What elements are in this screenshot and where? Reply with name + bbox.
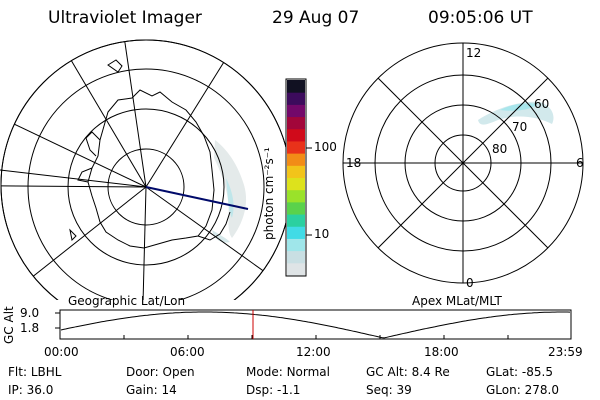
colorbar-segment: [287, 165, 305, 178]
info-flt-key: Flt:: [8, 365, 27, 379]
mlat-label-70: 70: [512, 120, 528, 134]
info-seq-value: 39: [396, 383, 412, 397]
info-seq-key: Seq:: [366, 383, 393, 397]
colorbar-segment: [287, 116, 305, 130]
info-mode-value: Normal: [286, 365, 330, 379]
info-glon-value: 278.0: [524, 383, 559, 397]
mlt-label-12: 12: [466, 46, 482, 60]
info-flt-value: LBHL: [30, 365, 62, 379]
info-glat-value: -85.5: [521, 365, 553, 379]
imager-panels: [0, 39, 584, 300]
aurora-emission-left: [212, 140, 247, 243]
mlt-label-18: 18: [346, 156, 362, 170]
info-dsp-key: Dsp:: [246, 383, 274, 397]
info-ip-key: IP:: [8, 383, 23, 397]
info-mode-key: Mode:: [246, 365, 283, 379]
colorbar-segment: [287, 140, 305, 154]
title: Ultraviolet Imager: [48, 8, 202, 28]
colorbar-tick-100: 100: [314, 140, 337, 154]
timeline-xtick-3: 18:00: [424, 345, 459, 359]
colorbar-unit-label: photon cm⁻²s⁻¹: [262, 147, 276, 240]
info-gain-key: Gain:: [126, 383, 158, 397]
left-panel-label: Geographic Lat/Lon: [68, 294, 186, 308]
mlat-label-80: 80: [492, 142, 508, 156]
info-dsp-value: -1.1: [276, 383, 301, 397]
right-panel-label: Apex MLat/MLT: [412, 294, 502, 308]
colorbar: [285, 78, 312, 277]
timeline-ytick-top: 9.0: [20, 306, 40, 320]
timeline-xtick-0: 00:00: [44, 345, 79, 359]
timeline-ytick-bottom: 1.8: [20, 321, 40, 335]
timeline-axis-label: GC Alt: [2, 306, 16, 344]
info-gcalt-key: GC Alt:: [366, 365, 408, 379]
timeline-xtick-2: 12:00: [296, 345, 331, 359]
info-gcalt-value: 8.4 Re: [411, 365, 450, 379]
mlt-label-0: 0: [466, 276, 474, 290]
colorbar-segment: [287, 201, 305, 215]
date: 29 Aug 07: [272, 8, 360, 28]
timeline-xtick-4: 23:59: [548, 345, 583, 359]
timeline-xtick-1: 06:00: [170, 345, 205, 359]
mlat-label-60: 60: [534, 97, 550, 111]
colorbar-segment: [287, 189, 305, 203]
colorbar-segment: [287, 214, 305, 227]
colorbar-segment: [287, 80, 305, 93]
colorbar-segment: [287, 128, 305, 142]
info-gain-value: 14: [161, 383, 177, 397]
colorbar-segment: [287, 177, 305, 191]
colorbar-segment: [287, 262, 305, 276]
colorbar-segment: [287, 250, 305, 264]
colorbar-segment: [287, 238, 305, 252]
info-door-value: Open: [162, 365, 195, 379]
info-ip-value: 36.0: [26, 383, 54, 397]
info-glon-key: GLon:: [486, 383, 521, 397]
info-door-key: Door:: [126, 365, 159, 379]
apex-plot: [342, 42, 584, 284]
colorbar-segment: [287, 226, 305, 239]
geographic-map: [0, 39, 292, 300]
time: 09:05:06 UT: [428, 8, 533, 28]
colorbar-tick-10: 10: [314, 227, 330, 241]
colorbar-segment: [287, 92, 305, 105]
timeline-svg: [55, 309, 572, 340]
colorbar-segment: [287, 153, 305, 166]
colorbar-segment: [287, 104, 305, 118]
info-glat-key: GLat:: [486, 365, 519, 379]
mlt-label-6: 6: [576, 156, 584, 170]
